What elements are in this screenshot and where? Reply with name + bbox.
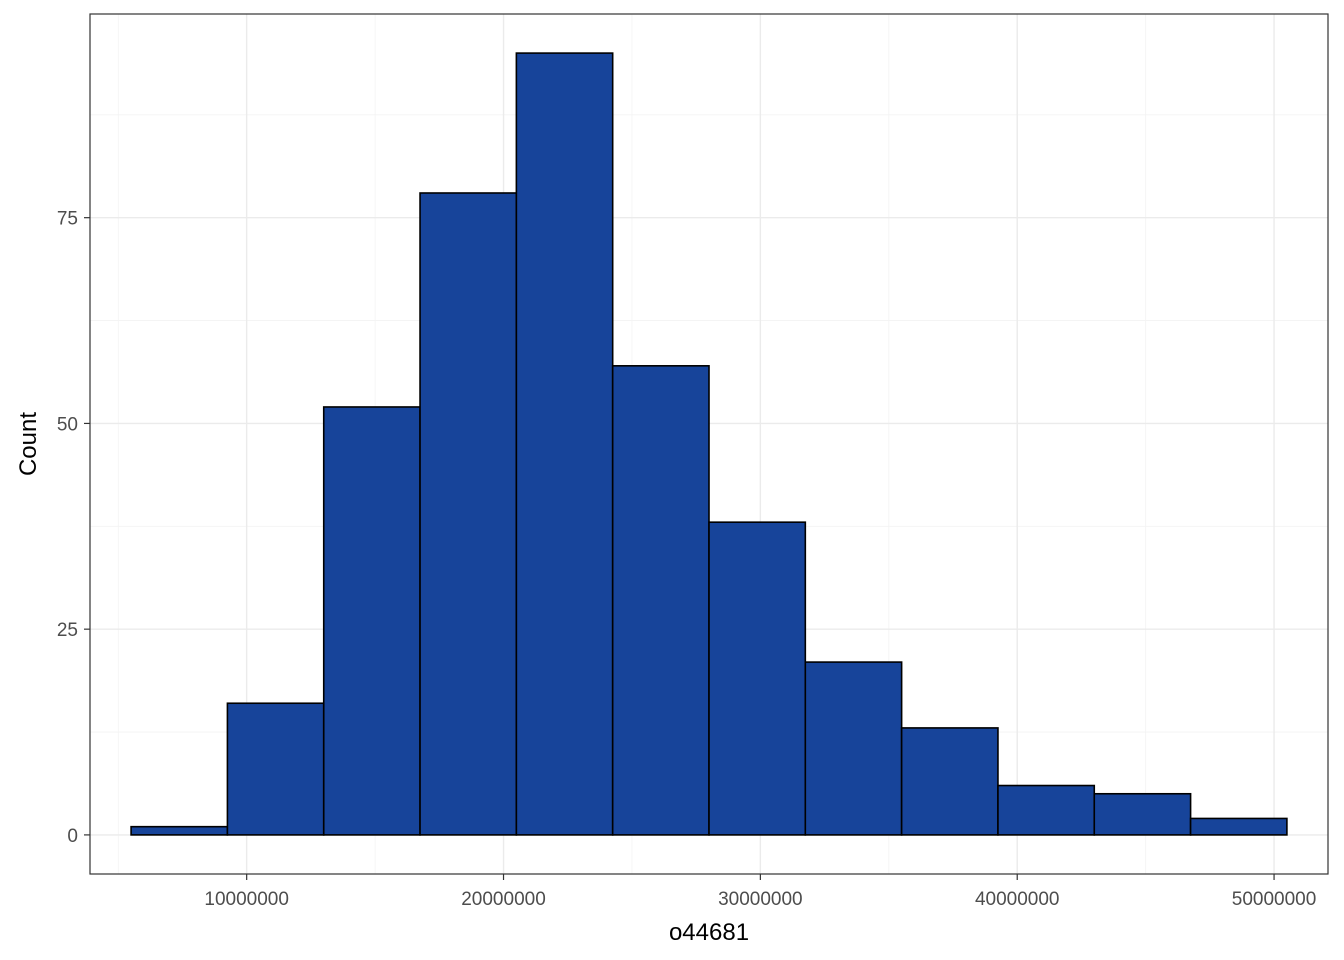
x-tick-label: 10000000: [204, 889, 289, 910]
histogram-bars: [130, 52, 1288, 836]
y-tick-label: 25: [57, 620, 78, 641]
y-axis: 0 25 50 75: [57, 209, 90, 847]
histogram-bar-9: [997, 784, 1096, 836]
histogram-bar-4: [515, 52, 614, 836]
y-tick-label: 75: [57, 209, 78, 230]
x-axis: 10000000 20000000 30000000 40000000 50000000: [204, 874, 1316, 910]
histogram-bar-2: [322, 406, 421, 836]
x-tick-label: 50000000: [1232, 889, 1317, 910]
histogram-bar-3: [419, 192, 518, 836]
y-tick-label: 50: [57, 414, 78, 435]
plot-panel-border: [89, 13, 1329, 875]
x-axis-title: o44681: [669, 919, 749, 946]
histogram-bar-1: [226, 702, 325, 836]
y-tick-label: 0: [67, 826, 78, 847]
histogram-bar-7: [804, 661, 903, 836]
y-axis-title: Count: [15, 412, 42, 476]
x-tick-label: 20000000: [461, 889, 546, 910]
histogram-bar-8: [900, 727, 999, 836]
histogram-bar-0: [130, 825, 229, 836]
x-tick-label: 40000000: [975, 889, 1060, 910]
histogram-bar-5: [611, 365, 710, 836]
histogram-bar-11: [1189, 817, 1288, 836]
histogram-bar-6: [708, 521, 807, 836]
x-tick-label: 30000000: [718, 889, 803, 910]
histogram-bar-10: [1093, 792, 1192, 836]
